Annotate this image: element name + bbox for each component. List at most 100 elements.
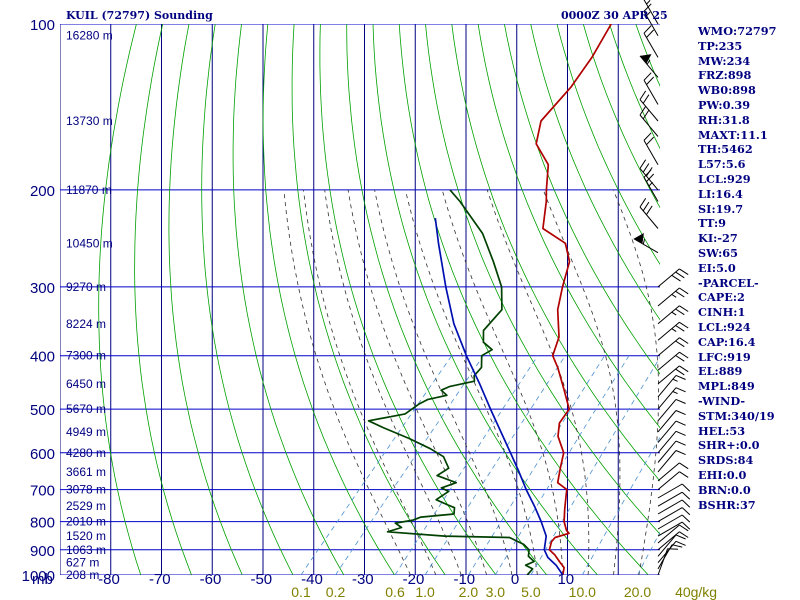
dry-adiabat (556, 24, 660, 266)
temperature-tick-label: -80 (98, 571, 120, 588)
wind-barb (657, 387, 686, 410)
dry-adiabat (134, 24, 192, 575)
wind-barb-feather (679, 287, 689, 295)
wind-barb (633, 233, 659, 254)
mixing-ratio-line (424, 355, 566, 575)
wind-barb-feather (679, 365, 689, 373)
wind-barb-half-feather (671, 311, 677, 316)
dry-adiabat (346, 24, 548, 575)
index-item: SW:65 (698, 245, 738, 260)
wind-barb-feather (679, 462, 689, 470)
wind-barb-feather (675, 340, 685, 348)
indices-panel: WMO:72797 TP:235 MW:234 FRZ:898 WB0:898 PW:0.… (698, 24, 777, 512)
wind-barb-feather (646, 29, 655, 38)
pressure-tick-label: 800 (30, 515, 55, 532)
dry-adiabat (425, 24, 660, 535)
wind-barb-feather (643, 132, 652, 141)
index-item: WMO:72797 (698, 24, 777, 38)
height-label: 16280 m (66, 29, 113, 43)
wind-barb (643, 72, 659, 105)
mixing-ratio-line (494, 355, 630, 575)
index-item: KI:-27 (698, 231, 738, 246)
height-label: 4949 m (66, 425, 106, 439)
dry-adiabat (168, 24, 243, 575)
wind-barb (657, 462, 689, 482)
wind-barb-feather (646, 173, 655, 182)
wind-barb-feather (675, 387, 686, 393)
wind-barb (657, 365, 689, 385)
wind-barb-feather (675, 450, 686, 456)
wind-barb-feather (643, 3, 652, 12)
wind-barb (657, 540, 686, 564)
moist-adiabat (486, 189, 590, 575)
index-item: CAP:16.4 (698, 334, 756, 349)
mixing-ratio-label: 10.0 (569, 584, 596, 600)
temperature-tick-label: -20 (403, 571, 425, 588)
dry-adiabat (451, 24, 660, 482)
wind-barb-feather (679, 531, 689, 538)
dewpoint-trace (367, 189, 535, 575)
wind-barb-feather (675, 355, 685, 362)
mixing-ratio-line (468, 355, 605, 575)
wind-barb-feather (681, 507, 691, 516)
pressure-tick-label: 400 (30, 349, 55, 366)
index-item: -PARCEL- (698, 275, 759, 290)
pressure-tick-label: 100 (30, 17, 55, 34)
dry-adiabat (477, 24, 660, 429)
x-unit-label: mb (32, 571, 53, 588)
mixing-ratio-label: 1.0 (415, 584, 435, 600)
wind-barb-feather (675, 410, 686, 416)
wind-barb-half-feather (671, 294, 677, 298)
mixing-ratio-label: 0.1 (291, 584, 311, 600)
moist-adiabat (613, 189, 659, 575)
moist-adiabat (405, 189, 538, 575)
wind-barb (657, 351, 689, 371)
index-item: LI:16.4 (698, 186, 743, 201)
index-item: LFC:919 (698, 349, 751, 364)
dry-adiabat (232, 24, 345, 575)
wind-barb-staff (657, 483, 683, 499)
height-label: 7300 m (66, 349, 106, 363)
height-label: 9270 m (66, 280, 106, 294)
pressure-tick-label: 700 (30, 483, 55, 500)
wind-barb-staff (657, 524, 680, 544)
dry-adiabat (504, 24, 660, 375)
index-item: PW:0.39 (698, 97, 751, 112)
pressure-tick-label: 300 (30, 280, 55, 297)
wind-barb-half-feather (642, 238, 645, 245)
wind-barb (657, 305, 689, 325)
mixing-ratio-label: 5.0 (521, 584, 541, 600)
wind-barb-feather (681, 483, 691, 492)
mixing-ratio-label: 2.0 (459, 584, 479, 600)
mixing-ratio-label: 20.0 (624, 584, 651, 600)
wind-barb (657, 321, 689, 341)
wind-barb-feather (646, 136, 655, 146)
temperature-tick-label: -60 (200, 571, 222, 588)
wind-barb-half-feather (646, 0, 651, 5)
wind-barb-feather (675, 271, 685, 279)
wind-barb (639, 106, 659, 137)
wind-barb (657, 268, 689, 288)
index-item: HEL:53 (698, 423, 746, 438)
height-label: 8224 m (66, 317, 106, 331)
wind-barb-feather (675, 398, 686, 404)
dry-adiabat (609, 24, 660, 150)
wind-barb-feather (675, 540, 686, 546)
wind-barb-feather (639, 159, 647, 169)
wind-barb-feather (681, 521, 691, 530)
wind-barb-half-feather (646, 11, 651, 17)
wind-barb (657, 514, 691, 530)
wind-barb-staff (657, 491, 683, 507)
mixing-ratio-label: 0.6 (385, 584, 405, 600)
wind-barb-feather (675, 374, 686, 380)
wind-barb-feather (675, 430, 686, 436)
wind-barb-feather (671, 544, 683, 548)
wind-barb-half-feather (671, 328, 677, 333)
dry-adiabat (398, 24, 649, 575)
wind-barb (639, 54, 659, 78)
wind-barb-staff (657, 450, 677, 473)
wind-barb-feather (639, 106, 647, 116)
index-item: MAXT:11.1 (698, 127, 768, 142)
wind-barb-flag (633, 233, 644, 244)
